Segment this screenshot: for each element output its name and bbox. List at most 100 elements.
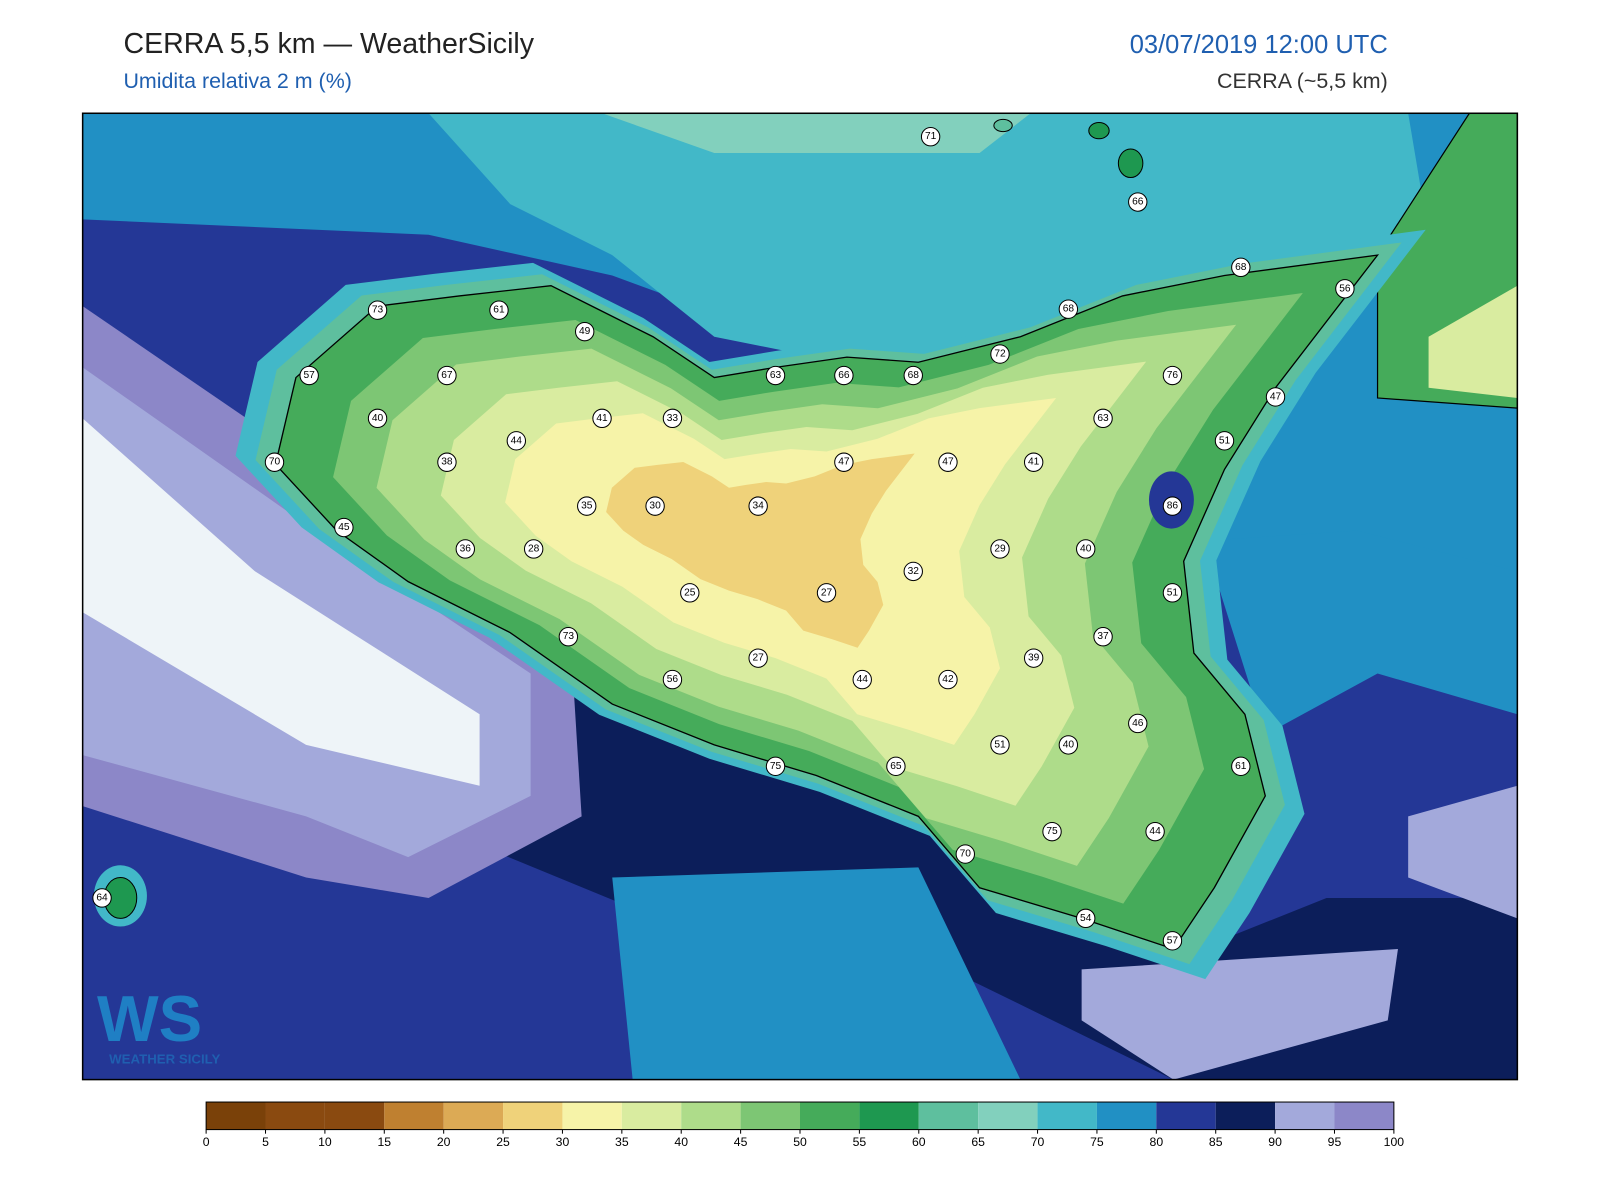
colorbar-bin <box>443 1102 504 1130</box>
station-value: 68 <box>908 370 920 381</box>
colorbar-tick-label: 30 <box>556 1135 570 1149</box>
station-marker <box>1058 735 1079 755</box>
station-marker <box>1162 496 1183 516</box>
map: 71 66 68 56 73 61 49 68 72 57 67 63 66 68 76 40 41 33 63 47… <box>82 113 1518 1080</box>
station-marker <box>1128 192 1148 212</box>
station-value: 61 <box>493 305 505 316</box>
station-value: 75 <box>770 761 782 772</box>
station-marker <box>680 583 700 603</box>
aeolian-island <box>1088 121 1110 140</box>
calabria-zone <box>1428 285 1518 398</box>
station-value: 41 <box>1028 457 1040 468</box>
station-value: 47 <box>838 457 850 468</box>
station-value: 51 <box>1219 435 1231 446</box>
station-value: 68 <box>1063 304 1075 315</box>
station-marker <box>1231 257 1251 278</box>
station-value: 27 <box>821 587 833 598</box>
station-value: 56 <box>667 674 679 685</box>
colorbar-bin <box>1096 1102 1157 1130</box>
colorbar-bin <box>324 1102 385 1130</box>
colorbar-bin <box>1334 1102 1394 1130</box>
station-marker <box>1145 821 1165 842</box>
colorbar-bin <box>1275 1102 1335 1130</box>
station-marker <box>990 539 1010 559</box>
station-marker <box>765 756 786 777</box>
station-marker <box>748 496 768 516</box>
station-value: 57 <box>304 370 316 381</box>
station-marker <box>577 496 597 516</box>
station-marker <box>1076 908 1096 929</box>
station-value: 44 <box>511 435 523 446</box>
station-value: 61 <box>1235 761 1247 772</box>
station-value: 44 <box>1149 826 1161 837</box>
colorbar-tick-label: 75 <box>1090 1135 1104 1149</box>
sea-zone <box>1204 530 1518 735</box>
station-value: 72 <box>994 349 1006 360</box>
station-marker <box>1093 627 1113 647</box>
station-value: 73 <box>372 305 384 316</box>
station-marker <box>367 408 388 429</box>
station-value: 47 <box>942 457 954 468</box>
station-marker <box>1076 539 1096 559</box>
station-marker <box>990 344 1010 364</box>
station-marker <box>1093 408 1113 429</box>
station-value: 34 <box>752 501 764 512</box>
station-value: 70 <box>269 457 281 468</box>
station-marker <box>1042 821 1062 842</box>
station-value: 42 <box>942 674 954 685</box>
station-value: 44 <box>857 674 869 685</box>
station-marker <box>1162 583 1183 603</box>
colorbar-tick-label: 55 <box>853 1135 867 1149</box>
station-value: 68 <box>1235 262 1247 273</box>
colorbar-tick-label: 10 <box>318 1135 332 1149</box>
logo-mark: WS <box>97 982 202 1055</box>
station-value: 37 <box>1097 631 1109 642</box>
colorbar-tick-label: 50 <box>793 1135 807 1149</box>
station-value: 47 <box>1270 391 1282 402</box>
station-marker <box>765 365 786 386</box>
station-marker <box>1162 931 1183 951</box>
station-value: 29 <box>994 543 1006 554</box>
sea-zone <box>1081 948 1398 1080</box>
station-value: 86 <box>1167 501 1179 512</box>
station-marker <box>367 300 388 320</box>
subtitle: Umidita relativa 2 m (%) <box>123 69 351 93</box>
station-value: 30 <box>649 501 661 512</box>
colorbar-bin <box>978 1102 1038 1130</box>
station-value: 63 <box>1097 413 1109 424</box>
station-value: 28 <box>528 543 540 554</box>
station-value: 33 <box>667 413 679 424</box>
station-value: 63 <box>770 370 782 381</box>
station-value: 51 <box>1167 587 1179 598</box>
station-marker <box>938 669 958 690</box>
station-value: 73 <box>563 631 575 642</box>
station-value: 66 <box>1132 197 1144 208</box>
station-marker <box>903 365 923 386</box>
station-marker <box>662 408 683 429</box>
station-value: 49 <box>579 326 591 337</box>
station-value: 46 <box>1132 718 1144 729</box>
colorbar-bin <box>1037 1102 1097 1130</box>
colorbar-tick-label: 90 <box>1268 1135 1282 1149</box>
station-marker <box>264 452 285 472</box>
colorbar-tick-label: 70 <box>1031 1135 1045 1149</box>
colorbar-tick-label: 95 <box>1328 1135 1342 1149</box>
station-value: 39 <box>1028 653 1040 664</box>
station-marker <box>489 300 509 320</box>
station-value: 70 <box>960 849 972 860</box>
station-marker <box>852 669 872 690</box>
station-marker <box>334 517 354 538</box>
station-marker <box>437 452 457 472</box>
colorbar-tick-label: 5 <box>262 1135 269 1149</box>
colorbar-bin <box>621 1102 682 1130</box>
station-value: 40 <box>372 413 384 424</box>
station-value: 25 <box>684 587 696 598</box>
station-value: 38 <box>441 457 453 468</box>
station-value: 67 <box>441 370 453 381</box>
station-value: 56 <box>1339 283 1351 294</box>
sea-zone <box>612 867 1021 1080</box>
colorbar-bin <box>918 1102 979 1130</box>
colorbar-bin <box>859 1102 919 1130</box>
station-value: 51 <box>994 739 1006 750</box>
